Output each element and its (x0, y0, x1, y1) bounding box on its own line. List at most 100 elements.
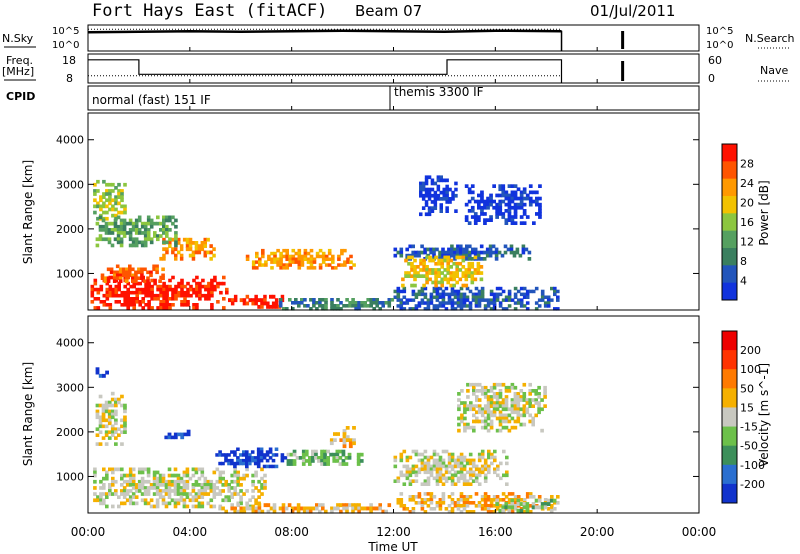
freq-unit-label: [MHz] (2, 65, 34, 78)
power-colorbar: 28 24 20 16 12 8 4 (721, 143, 754, 301)
velocity-echo-region-5 (164, 429, 191, 440)
velocity-colorbar-tick: 200 (740, 344, 761, 357)
velocity-colorbar-segment-8 (722, 464, 737, 485)
velocity-ytick-1000: 1000 (56, 470, 84, 483)
power-heatmap (90, 175, 560, 311)
power-colorbar-segment-8 (722, 265, 737, 284)
power-yaxis: 1000 2000 3000 4000 (56, 134, 699, 280)
velocity-echo-region-4 (215, 447, 288, 469)
velocity-echo-region-1 (93, 467, 267, 509)
time-axis: 00:00 04:00 08:00 12:00 16:00 20:00 00:00 (71, 47, 717, 539)
power-colorbar-segment-4 (722, 196, 737, 214)
power-colorbar-label: Power [dB] (757, 180, 771, 245)
velocity-colorbar-segment-5 (722, 407, 737, 428)
velocity-ytick-2000: 2000 (56, 426, 84, 439)
noise-right-tick-top: 10^5 (706, 26, 733, 37)
power-panel (87, 112, 700, 311)
power-colorbar-segment-6 (722, 230, 737, 249)
power-colorbar-tick: 12 (740, 236, 754, 249)
power-echo-region-10 (401, 255, 484, 288)
power-colorbar-segment-5 (722, 213, 737, 232)
power-echo-region-9 (393, 286, 560, 311)
power-ytick-3000: 3000 (56, 178, 84, 191)
power-ytick-4000: 4000 (56, 134, 84, 147)
velocity-colorbar-segment-3 (722, 369, 737, 389)
velocity-colorbar-segment-9 (722, 483, 737, 504)
xaxis-tick-1: 00:00 (71, 525, 106, 539)
velocity-colorbar-segment-2 (722, 350, 737, 370)
velocity-ytick-4000: 4000 (56, 337, 84, 350)
power-colorbar-tick: 4 (740, 275, 747, 288)
velocity-colorbar-segment-1 (722, 331, 737, 351)
velocity-colorbar-label: Velocity [m s^-1] (757, 363, 771, 467)
power-echo-region-7 (95, 215, 178, 248)
velocity-colorbar-tick: -15 (740, 421, 758, 434)
power-echo-region-13 (278, 298, 395, 311)
xaxis-tick-7: 00:00 (682, 525, 717, 539)
noise-left-tick-bottom: 10^0 (52, 40, 79, 51)
nave-label: Nave (760, 64, 788, 77)
xaxis-label: Time UT (367, 540, 418, 554)
power-colorbar-tick: 8 (740, 255, 747, 268)
power-colorbar-tick: 16 (740, 216, 754, 229)
freq-right-tick-top: 60 (708, 54, 722, 67)
freq-series-1 (88, 59, 563, 83)
velocity-echo-region-9 (393, 449, 509, 486)
velocity-colorbar-segment-4 (722, 388, 737, 408)
power-echo-region-6 (93, 179, 127, 221)
nsearch-label: N.Search (745, 32, 795, 45)
xaxis-tick-5: 16:00 (478, 525, 513, 539)
power-ytick-2000: 2000 (56, 223, 84, 236)
velocity-echo-region-7 (329, 426, 356, 449)
velocity-echo-region-2 (95, 391, 127, 446)
velocity-echo-region-3 (95, 367, 109, 378)
freq-left-tick-top: 18 (62, 54, 76, 67)
freq-label: Freq. (6, 54, 33, 67)
power-colorbar-segment-3 (722, 178, 737, 197)
velocity-ytick-3000: 3000 (56, 381, 84, 394)
freq-left-tick-bottom: 8 (66, 72, 73, 85)
velocity-colorbar-tick: -100 (740, 459, 765, 472)
velocity-colorbar-segment-7 (722, 445, 737, 466)
velocity-colorbar: 200 100 50 15 -15 -50 -100 -200 (721, 330, 765, 504)
noise-right-tick-bottom: 10^0 (706, 40, 733, 51)
velocity-colorbar-tick: 100 (740, 363, 761, 376)
power-echo-region-5 (245, 248, 356, 270)
power-colorbar-tick: 24 (740, 177, 754, 190)
power-echo-region-3 (100, 264, 165, 283)
cpid-segment-1: normal (fast) 151 IF (92, 93, 211, 107)
freq-right-tick-bottom: 0 (708, 72, 715, 85)
date-title: 01/Jul/2011 (590, 2, 675, 20)
velocity-colorbar-tick: -50 (740, 440, 758, 453)
power-echo-region-4 (159, 237, 216, 261)
cpid-label: CPID (6, 90, 35, 103)
power-echo-region-12 (419, 175, 458, 217)
power-echo-region-2 (228, 294, 285, 309)
velocity-ylabel: Slant Range [km] (21, 362, 35, 466)
velocity-echo-region-10 (457, 382, 547, 433)
freq-panel (87, 53, 700, 84)
power-echo-region-1 (90, 275, 229, 310)
power-colorbar-segment-9 (722, 282, 737, 301)
power-colorbar-tick: 20 (740, 197, 754, 210)
velocity-colorbar-segment-6 (722, 426, 737, 447)
velocity-colorbar-tick: -200 (740, 478, 765, 491)
power-colorbar-segment-1 (722, 144, 737, 162)
nsky-label: N.Sky (2, 32, 34, 45)
power-colorbar-tick: 28 (740, 158, 754, 171)
noise-burst (621, 31, 625, 49)
velocity-colorbar-tick: 50 (740, 382, 754, 395)
noise-series-1 (87, 29, 562, 34)
velocity-colorbar-tick: 15 (740, 401, 754, 414)
xaxis-tick-6: 20:00 (580, 525, 615, 539)
power-echo-region-11 (464, 184, 542, 225)
freq-burst (621, 61, 625, 81)
velocity-yaxis: 1000 2000 3000 4000 (56, 337, 699, 483)
xaxis-tick-3: 08:00 (274, 525, 309, 539)
velocity-echo-region-6 (286, 449, 364, 466)
noise-left-tick-top: 10^5 (52, 26, 79, 37)
xaxis-tick-2: 04:00 (173, 525, 208, 539)
station-title: Fort Hays East (fitACF) (92, 1, 327, 21)
velocity-echo-region-11 (495, 498, 557, 513)
